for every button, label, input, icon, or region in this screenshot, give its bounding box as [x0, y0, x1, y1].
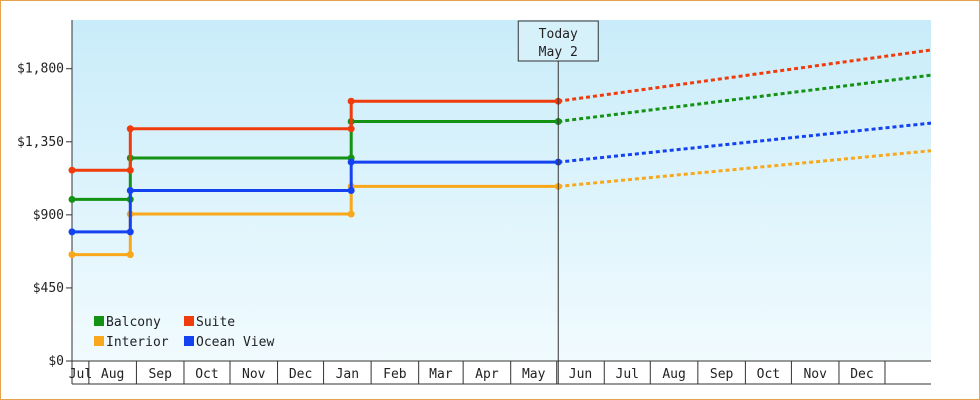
legend-swatch-balcony [94, 316, 104, 326]
legend-label-ocean-view: Ocean View [196, 335, 274, 350]
y-tick-label: $0 [48, 354, 64, 369]
legend-swatch-suite [184, 316, 194, 326]
data-point-ocean-view [347, 187, 355, 194]
data-point-interior [126, 251, 134, 259]
legend: Balcony Suite Interior Ocean View [94, 315, 274, 350]
y-tick-label: $1,800 [17, 62, 64, 77]
month-label: Jul [69, 367, 92, 382]
month-label: Oct [195, 367, 218, 382]
month-label: May [522, 367, 546, 382]
series-line-ocean-view [72, 160, 559, 234]
month-label: Apr [475, 367, 499, 382]
data-point-interior [347, 210, 355, 218]
data-point-ocean-view [347, 158, 355, 166]
month-label: Feb [383, 367, 407, 382]
today-marker: Today May 2 [517, 20, 599, 384]
month-label: Aug [101, 367, 124, 382]
today-date: May 2 [539, 45, 578, 60]
today-label: Today [539, 27, 578, 42]
series-line-interior [72, 184, 559, 257]
data-point-ocean-view [126, 187, 134, 194]
month-label: Dec [289, 367, 312, 382]
data-point-balcony [68, 195, 76, 203]
month-label: Dec [850, 367, 873, 382]
month-label: Oct [757, 367, 780, 382]
x-axis-months: Jul Aug Sep Oct Nov Dec Jan Feb Mar Apr May Jun Jul A… [69, 361, 886, 384]
month-label: Mar [429, 367, 453, 382]
legend-swatch-ocean-view [184, 336, 194, 346]
legend-label-interior: Interior [106, 335, 169, 350]
data-point-interior [68, 251, 76, 259]
y-tick-label: $1,350 [17, 135, 64, 150]
month-label: Aug [662, 367, 685, 382]
month-label: Jul [616, 367, 639, 382]
month-label: Sep [710, 367, 734, 382]
series-line-balcony [72, 120, 559, 201]
month-label: Jan [336, 367, 359, 382]
y-tick-label: $450 [33, 281, 64, 296]
data-point-suite [68, 166, 76, 174]
data-point-suite [126, 166, 134, 174]
legend-label-suite: Suite [196, 315, 235, 330]
month-label: Nov [803, 367, 827, 382]
legend-label-balcony: Balcony [106, 315, 161, 330]
month-label: Nov [242, 367, 266, 382]
month-label: Jun [569, 367, 592, 382]
data-point-ocean-view [68, 228, 76, 236]
data-point-suite [347, 125, 355, 133]
today-box [517, 20, 599, 62]
month-label: Sep [148, 367, 172, 382]
y-tick-label: $900 [33, 208, 64, 223]
data-point-suite [347, 97, 355, 105]
data-point-ocean-view [126, 228, 134, 236]
series-ocean-view [68, 121, 932, 236]
data-point-suite [126, 125, 134, 133]
series-layer [68, 48, 932, 259]
legend-swatch-interior [94, 336, 104, 346]
y-axis-ticks: $0 $450 $900 $1,350 $1,800 [17, 62, 72, 369]
series-line-suite [72, 99, 559, 172]
